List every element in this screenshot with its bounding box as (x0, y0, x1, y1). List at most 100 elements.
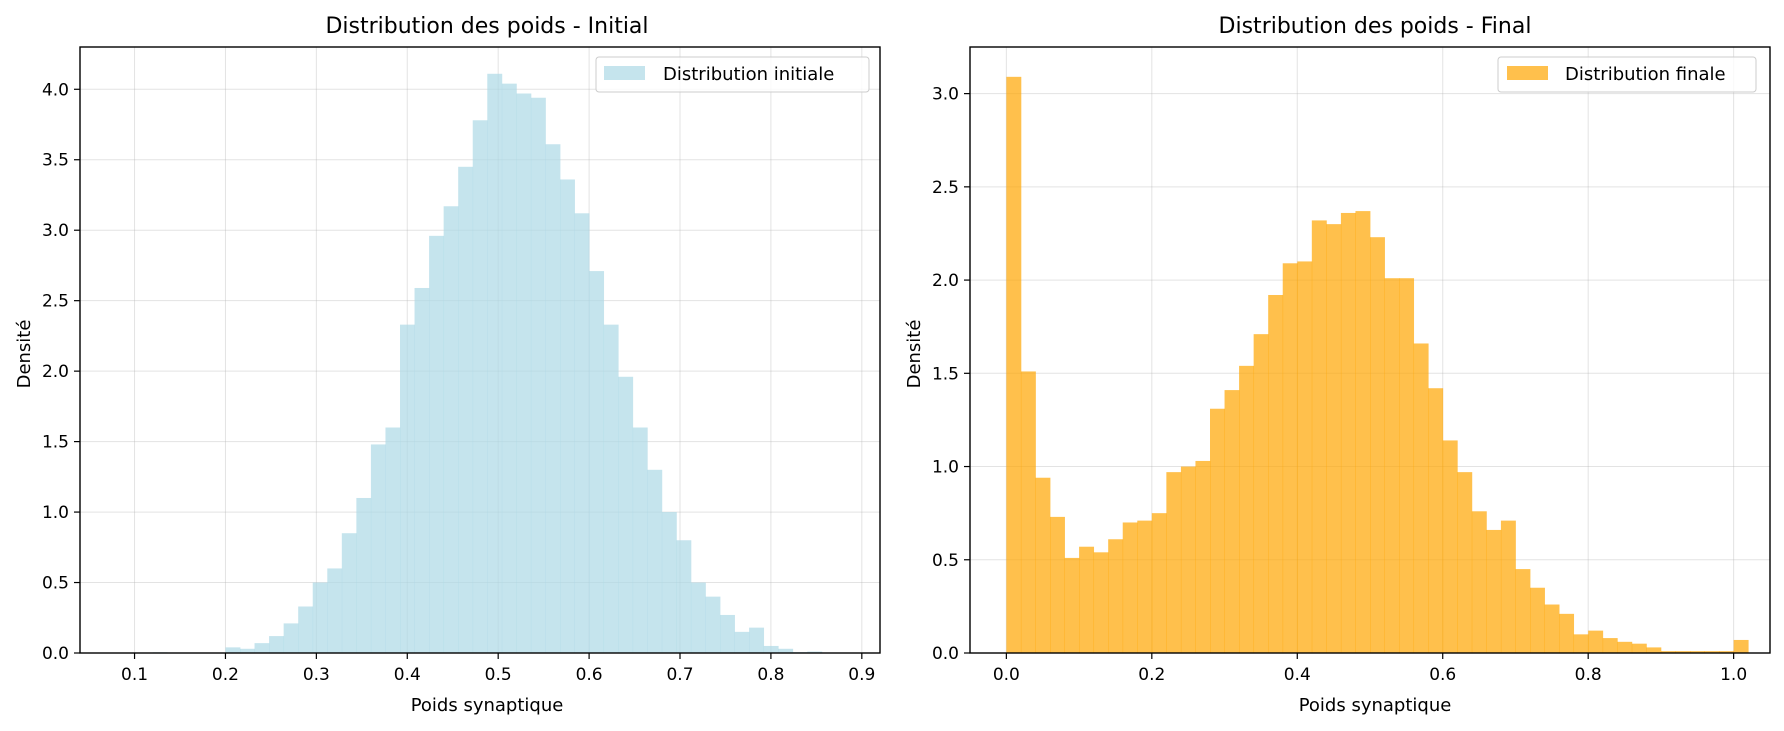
legend-box-final (1497, 56, 1757, 93)
histogram-bar (1602, 638, 1618, 653)
x-tick-label: 0.4 (394, 665, 421, 685)
x-axis-label-final: Poids synaptique (1299, 695, 1452, 716)
x-ticks-initial: 0.1 0.2 0.3 0.4 0.5 0.6 0.7 0.8 0.9 (121, 653, 875, 685)
histogram-bar (1486, 529, 1502, 653)
histogram-bar (298, 606, 314, 653)
y-tick-label: 0.5 (932, 551, 959, 571)
x-tick-label: 0.6 (576, 665, 603, 685)
histogram-bar (472, 120, 488, 654)
histogram-bar (1646, 647, 1662, 653)
y-ticks-final: 0.0 0.5 1.0 1.5 2.0 2.5 3.0 (932, 85, 970, 664)
y-tick-label: 3.5 (42, 151, 69, 171)
axes-frame-final (969, 46, 1771, 654)
histogram-bar (589, 271, 605, 653)
histogram-bar (385, 427, 401, 653)
histogram-bar (1326, 224, 1342, 653)
histogram-bar (1544, 604, 1560, 653)
y-tick-label: 4.0 (42, 80, 69, 100)
histogram-bar (458, 166, 474, 653)
histogram-bar (1471, 511, 1487, 653)
legend-final: Distribution finale (1497, 56, 1757, 93)
histogram-bar (632, 427, 648, 653)
histogram-bar (443, 206, 459, 653)
y-tick-label: 1.0 (42, 503, 69, 523)
y-tick-label: 2.0 (932, 271, 959, 291)
histogram-bar (1093, 552, 1109, 653)
histogram-bar (1588, 630, 1604, 653)
histogram-bar (370, 444, 386, 653)
histogram-bar (1035, 477, 1051, 653)
histogram-bar (1500, 520, 1516, 653)
histogram-bar (269, 636, 285, 653)
histogram-bar (1239, 365, 1255, 653)
histogram-bar (1311, 220, 1327, 653)
histogram-bar (1282, 263, 1298, 653)
histogram-bar (356, 497, 372, 653)
histogram-bar (1340, 212, 1356, 653)
histogram-bar (1151, 513, 1167, 653)
histogram-bar (1064, 557, 1080, 653)
histogram-bar (1122, 522, 1138, 653)
y-tick-label: 2.5 (42, 292, 69, 312)
legend-swatch-final (1507, 66, 1548, 80)
histogram-bar (1210, 408, 1225, 653)
histogram-bar (1675, 651, 1691, 653)
x-tick-label: 0.7 (666, 665, 693, 685)
histogram-bar (763, 645, 779, 653)
histogram-bar (312, 582, 328, 653)
histogram-bar (1442, 440, 1458, 653)
histogram-bar (530, 97, 546, 654)
x-tick-label: 0.0 (993, 665, 1020, 685)
x-ticks-final: 0.0 0.2 0.4 0.6 0.8 1.0 (993, 653, 1747, 685)
x-tick-label: 0.2 (1138, 665, 1165, 685)
x-tick-label: 0.8 (1575, 665, 1602, 685)
histogram-bar (254, 643, 270, 653)
histogram-bar (676, 540, 692, 653)
histogram-bar (1617, 641, 1633, 653)
histogram-bar (1559, 613, 1575, 653)
histogram-bar (647, 469, 663, 653)
histogram-bar (1719, 651, 1735, 653)
histogram-bar (1573, 634, 1589, 653)
histogram-bar (661, 512, 677, 653)
histogram-bar (240, 648, 255, 653)
histogram-bar (1530, 587, 1545, 653)
x-tick-label: 0.5 (485, 665, 512, 685)
histogram-bar (1457, 472, 1473, 653)
histogram-bar (1515, 569, 1531, 653)
axes-frame-initial (79, 46, 881, 654)
histogram-bar (400, 324, 415, 653)
histogram-bar (1413, 343, 1429, 653)
histogram-bar (414, 287, 430, 653)
x-tick-label: 0.9 (848, 665, 875, 685)
histogram-bar (1108, 539, 1124, 653)
x-tick-label: 0.2 (212, 665, 239, 685)
legend-label-final: Distribution finale (1565, 64, 1726, 85)
histogram-bar (1050, 516, 1065, 653)
histogram-bar (560, 179, 575, 653)
legend-initial: Distribution initiale (595, 56, 870, 93)
histogram-bar (1180, 466, 1196, 653)
histogram-bar (574, 213, 590, 653)
y-ticks-initial: 0.0 0.5 1.0 1.5 2.0 2.5 3.0 3.5 4.0 (42, 80, 80, 664)
histogram-bar (1384, 278, 1400, 653)
histogram-bar (1195, 460, 1211, 653)
histogram-bar (1079, 546, 1095, 653)
panel-final: Distribution des poids - Final 0.0 0.2 0.4… (904, 14, 1771, 716)
y-tick-label: 0.5 (42, 574, 69, 594)
histogram-bar (618, 376, 634, 653)
histogram-bar (516, 93, 532, 654)
histogram-bar (1733, 639, 1749, 653)
histogram-bar (778, 648, 794, 653)
y-axis-label-final: Densité (904, 320, 925, 389)
x-tick-label: 0.4 (1284, 665, 1311, 685)
histogram-bar (705, 596, 721, 653)
x-tick-label: 0.6 (1429, 665, 1456, 685)
histogram-bar (1253, 334, 1269, 653)
histogram-bar (1660, 651, 1676, 653)
histogram-bar (545, 144, 561, 653)
x-tick-label: 1.0 (1720, 665, 1747, 685)
histogram-bars-final (1006, 76, 1749, 653)
histogram-bar (603, 324, 619, 653)
x-tick-label: 0.1 (121, 665, 148, 685)
